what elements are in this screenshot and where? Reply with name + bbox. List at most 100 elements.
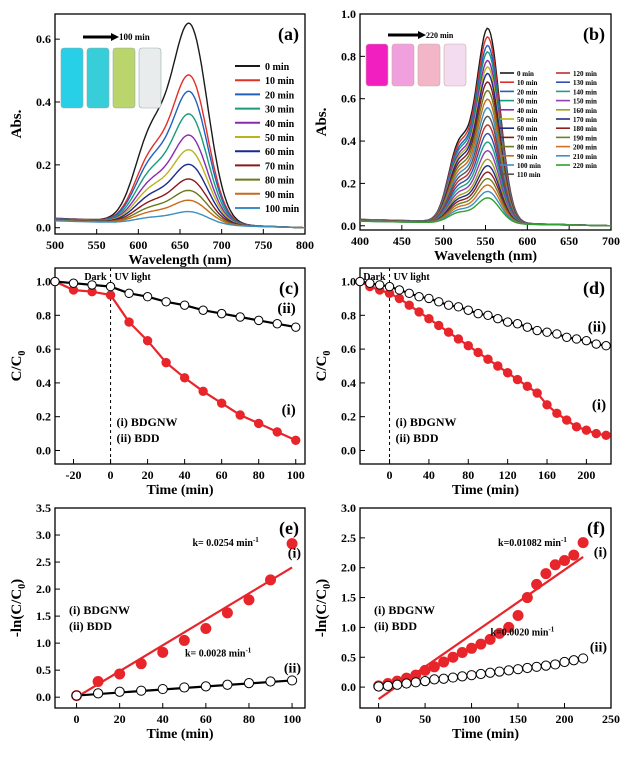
data-point bbox=[581, 425, 592, 435]
x-tick-label: 150 bbox=[509, 712, 527, 726]
panel-label: (b) bbox=[583, 24, 605, 45]
spectrum-panel-0: 500 550 600 650 700 750 800 0.0 0.2 0.4 0.6 Wavelen… bbox=[9, 13, 314, 268]
data-point bbox=[179, 300, 190, 310]
y-tick-label: 0.0 bbox=[341, 219, 356, 233]
spectrum-panel-1: 400 450 500 550 600 650 700 0.0 0.2 0.4 0.6 0.8 1.0 W… bbox=[314, 7, 620, 264]
x-axis-label: Wavelength (nm) bbox=[434, 249, 537, 264]
data-point bbox=[404, 288, 414, 299]
legend-label: 170 min bbox=[573, 116, 597, 124]
data-point bbox=[68, 278, 79, 288]
legend-label: 130 min bbox=[573, 79, 597, 87]
legend-label: 110 min bbox=[517, 171, 541, 179]
y-tick-label: 2.0 bbox=[36, 582, 51, 596]
y-tick-label: 1.5 bbox=[341, 591, 356, 605]
legend-label: 210 min bbox=[573, 153, 597, 161]
data-point bbox=[485, 667, 496, 678]
y-tick-label: 0.0 bbox=[36, 221, 51, 235]
legend-label: 0 min bbox=[517, 70, 534, 78]
x-tick-label: 40 bbox=[423, 468, 435, 482]
x-tick-label: 500 bbox=[435, 234, 453, 248]
data-point bbox=[394, 293, 405, 304]
y-tick-label: 3.0 bbox=[36, 528, 51, 542]
data-point bbox=[512, 609, 524, 621]
panel-label: (c) bbox=[279, 278, 299, 299]
y-tick-label: 1.0 bbox=[36, 636, 51, 650]
data-point bbox=[559, 656, 570, 668]
data-point bbox=[429, 674, 440, 685]
data-point bbox=[457, 671, 468, 682]
y-tick-label: 2.0 bbox=[341, 561, 356, 575]
inset-end-label: 100 min bbox=[119, 32, 150, 42]
series-ii-label: (ii) bbox=[588, 320, 606, 336]
x-tick-label: 120 bbox=[499, 468, 517, 482]
data-point bbox=[503, 665, 514, 676]
panel-label: (e) bbox=[279, 518, 299, 539]
data-point bbox=[200, 623, 212, 635]
data-point bbox=[493, 627, 505, 639]
data-point bbox=[272, 319, 282, 329]
data-point bbox=[365, 278, 375, 288]
x-tick-label: -20 bbox=[66, 468, 82, 482]
legend-label: 30 min bbox=[265, 105, 295, 116]
y-axis-label: -ln(C/C0) bbox=[314, 579, 333, 637]
data-point bbox=[124, 317, 134, 327]
inset-start-label: 0 min bbox=[364, 31, 384, 40]
inset-start-label: 0 min bbox=[59, 32, 81, 42]
y-tick-label: 0.2 bbox=[341, 410, 356, 424]
y-tick-label: 1.5 bbox=[36, 609, 51, 623]
ln-panel-5: 0 50 100 150 200 250 0.0 0.5 1.0 1.5 2.0 2.5 3.0 Time… bbox=[314, 501, 620, 742]
key-i-label: (i) BDGNW bbox=[396, 415, 457, 429]
data-point bbox=[493, 361, 503, 371]
data-point bbox=[114, 668, 126, 680]
data-point bbox=[243, 678, 255, 689]
data-point bbox=[136, 685, 147, 696]
y-tick-label: 0.4 bbox=[36, 95, 51, 109]
data-point bbox=[550, 659, 561, 670]
y-tick-label: 1.0 bbox=[36, 275, 51, 289]
vial bbox=[112, 47, 136, 109]
data-point bbox=[374, 280, 385, 290]
panel-label: (a) bbox=[278, 24, 299, 45]
plot-frame bbox=[359, 507, 612, 709]
data-point bbox=[463, 305, 473, 315]
y-tick-label: 2.5 bbox=[341, 531, 356, 545]
k-i-label: k=0.01082 min-1 bbox=[498, 536, 567, 549]
data-point bbox=[254, 418, 264, 429]
data-point bbox=[443, 300, 454, 310]
x-tick-label: 700 bbox=[213, 238, 231, 252]
data-point bbox=[200, 681, 211, 692]
data-point bbox=[438, 673, 449, 684]
y-tick-label: 0.5 bbox=[341, 650, 356, 664]
vial bbox=[138, 47, 162, 109]
data-point bbox=[443, 327, 454, 337]
series-i-label: (i) bbox=[594, 546, 608, 561]
x-tick-label: 40 bbox=[179, 468, 191, 482]
data-point bbox=[373, 681, 384, 692]
y-tick-label: 0.6 bbox=[341, 92, 356, 106]
data-point bbox=[71, 690, 82, 701]
inset-arrowhead bbox=[418, 31, 426, 39]
key-ii-label: (ii) BDD bbox=[69, 619, 112, 633]
x-tick-label: 600 bbox=[129, 238, 147, 252]
kinetics-panel-2: -20 0 20 40 60 80 100 0.0 0.2 0.4 0.6 0.8 1.0 Time (m… bbox=[9, 267, 306, 498]
data-point bbox=[531, 661, 542, 672]
x-tick-label: 550 bbox=[477, 234, 495, 248]
x-tick-label: 100 bbox=[287, 468, 305, 482]
fit-line bbox=[75, 566, 293, 699]
data-point bbox=[50, 276, 60, 287]
data-point bbox=[531, 578, 543, 590]
key-ii-label: (ii) BDD bbox=[374, 619, 417, 633]
data-point bbox=[522, 322, 533, 332]
data-point bbox=[512, 664, 524, 675]
dark-label: Dark bbox=[84, 272, 107, 283]
data-point bbox=[392, 679, 403, 690]
legend-label: 0 min bbox=[265, 62, 290, 73]
data-point bbox=[142, 292, 153, 302]
data-point bbox=[93, 688, 104, 699]
data-point bbox=[265, 676, 276, 687]
plot-frame bbox=[54, 267, 306, 465]
x-tick-label: 20 bbox=[142, 468, 154, 482]
data-point bbox=[124, 288, 134, 299]
data-point bbox=[571, 422, 582, 432]
